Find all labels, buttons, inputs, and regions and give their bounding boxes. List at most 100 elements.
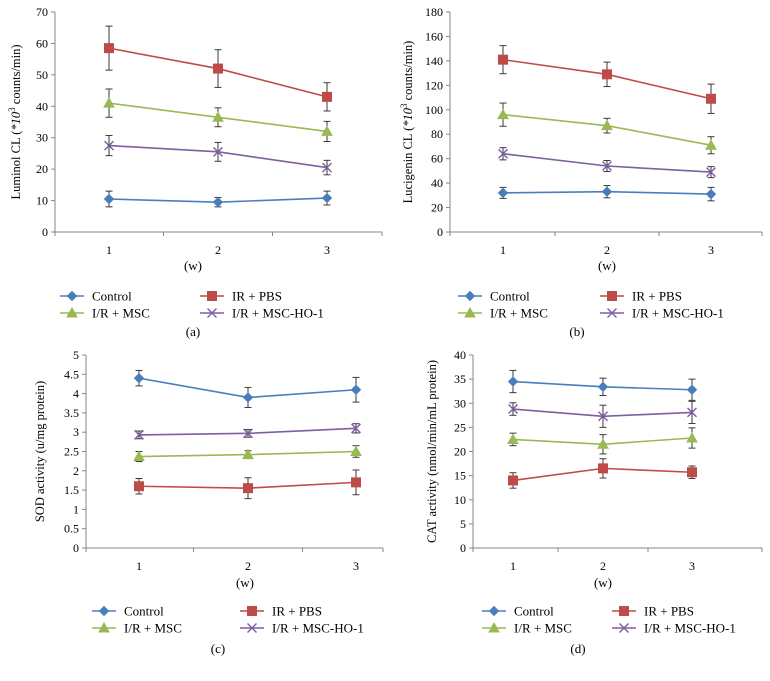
data-point [133,372,145,384]
data-point [134,481,144,492]
legend-item-control: Control [60,289,132,304]
panel-caption: (c) [211,641,225,656]
legend-marker [488,605,500,617]
series-i-r-msc-ho-1 [508,400,697,428]
series-i-r-msc [497,102,717,155]
marker-stroke [498,148,508,159]
data-point [103,97,115,108]
legend-marker [98,605,110,617]
x-tick-label: 2 [600,559,606,573]
data-point [351,423,361,434]
data-point [705,188,717,200]
marker-stroke [687,407,697,418]
panel-caption: (b) [569,324,584,339]
data-point [322,91,332,102]
data-point [598,411,608,422]
y-tick-label: 100 [425,103,443,117]
legend-item-control: Control [458,289,530,304]
y-tick-label: 60 [36,36,48,50]
legend-item-i-r-msc: I/R + MSC [60,306,150,321]
y-tick-label: 80 [431,127,443,141]
legend-item-ir-pbs: IR + PBS [200,289,282,304]
data-point [213,63,223,74]
legend-item-i-r-msc: I/R + MSC [458,306,548,321]
data-point [242,392,254,403]
y-tick-label: 3.5 [64,406,79,420]
y-tick-label: 0 [42,225,48,239]
data-point [508,475,518,486]
x-tick-label: 2 [215,243,221,257]
panel-caption: (a) [186,324,200,339]
legend-label: I/R + MSC-HO-1 [644,621,736,636]
data-point [350,384,362,395]
data-point [104,43,114,54]
data-point [508,404,518,415]
y-tick-label: 10 [454,493,466,507]
y-tick-label: 50 [36,68,48,82]
marker-stroke [619,623,629,633]
legend-label: IR + PBS [272,604,322,619]
y-tick-label: 30 [36,131,48,145]
y-axis-label: SOD activity (u/mg protein) [33,381,47,522]
x-tick-label: 3 [708,243,714,257]
y-tick-label: 2 [73,464,79,478]
marker-stroke [134,429,144,440]
x-tick-label: 1 [106,243,112,257]
legend-label: I/R + MSC [490,306,548,321]
y-tick-label: 1.5 [64,483,79,497]
y-tick-label: 4 [73,387,79,401]
data-point [321,125,333,136]
legend-item-i-r-msc-ho-1: I/R + MSC-HO-1 [612,621,736,636]
data-point [507,376,519,387]
data-point [243,483,253,494]
data-point [351,477,361,488]
marker-stroke [508,404,518,415]
legend-item-ir-pbs: IR + PBS [240,604,322,619]
legend-marker [607,291,617,301]
marker-stroke [607,308,617,318]
data-point [705,139,717,150]
legend-marker [98,621,110,633]
data-point [350,445,362,456]
data-point [321,192,333,204]
legend-marker [464,290,476,302]
series-i-r-msc-ho-1 [498,147,716,179]
data-point [706,167,716,178]
y-axis-label: Luminol CL (*103 counts/min) [7,44,23,199]
legend-label: Control [514,604,554,619]
legend-item-i-r-msc-ho-1: I/R + MSC-HO-1 [200,306,324,321]
x-tick-label: 3 [353,559,359,573]
x-axis-label: (w) [598,258,616,273]
legend-label: I/R + MSC-HO-1 [232,306,324,321]
legend-marker [66,306,78,318]
marker-stroke [351,423,361,434]
data-point [133,450,145,462]
y-tick-label: 0 [460,541,466,555]
y-axis-label: Lucigenin CL (*103 counts/min) [399,41,415,204]
data-point [598,463,608,474]
data-point [134,429,144,440]
legend-marker [619,606,629,616]
panel-b: 0 20 40 60 80 100 120 140 160 180 1 2 3 (w) Lucigenin … [399,5,763,339]
marker-stroke [322,162,332,173]
y-tick-label: 1 [73,502,79,516]
data-point [687,407,697,418]
marker-stroke [706,167,716,178]
data-point [213,146,223,157]
marker-stroke [104,140,114,151]
data-point [497,187,509,199]
y-tick-label: 20 [431,201,443,215]
series-control [133,369,362,408]
legend-item-i-r-msc: I/R + MSC [92,621,182,636]
data-point [104,140,114,151]
data-point [497,108,509,120]
marker-stroke [602,161,612,171]
data-point [212,111,224,122]
data-point [602,161,612,171]
legend-marker [207,308,217,318]
data-point [322,162,332,173]
data-point [507,433,519,444]
x-tick-label: 3 [689,559,695,573]
legend-item-i-r-msc: I/R + MSC [482,621,572,636]
